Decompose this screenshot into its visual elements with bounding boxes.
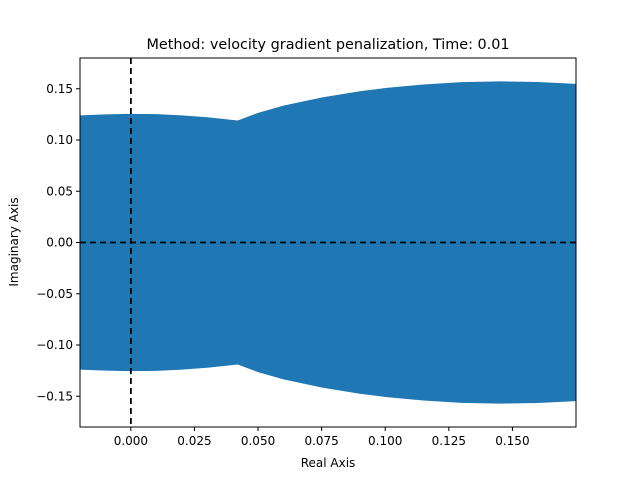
x-tick-label: 0.125	[432, 434, 466, 448]
x-tick-label: 0.075	[304, 434, 338, 448]
chart-title: Method: velocity gradient penalization, …	[146, 37, 509, 53]
x-axis-label: Real Axis	[301, 456, 356, 470]
x-tick-label: 0.025	[177, 434, 211, 448]
y-axis-ticks: −0.15 −0.10 −0.05 0.00 0.05 0.10 0.15	[36, 82, 80, 403]
x-axis-ticks: 0.000 0.025 0.050 0.075 0.100 0.125 0.150	[114, 427, 530, 448]
reference-lines	[80, 58, 576, 427]
y-tick-label: −0.10	[36, 338, 73, 352]
region-fill-0	[80, 81, 576, 404]
y-tick-label: 0.00	[46, 236, 73, 250]
x-tick-label: 0.000	[114, 434, 148, 448]
x-tick-label: 0.050	[241, 434, 275, 448]
y-tick-label: 0.10	[46, 133, 73, 147]
y-tick-label: −0.05	[36, 287, 73, 301]
y-tick-label: 0.15	[46, 82, 73, 96]
x-tick-label: 0.100	[368, 434, 402, 448]
y-tick-label: 0.05	[46, 184, 73, 198]
y-axis-label: Imaginary Axis	[7, 197, 21, 286]
plot-data-layer	[80, 81, 576, 404]
y-tick-label: −0.15	[36, 389, 73, 403]
x-tick-label: 0.150	[495, 434, 529, 448]
